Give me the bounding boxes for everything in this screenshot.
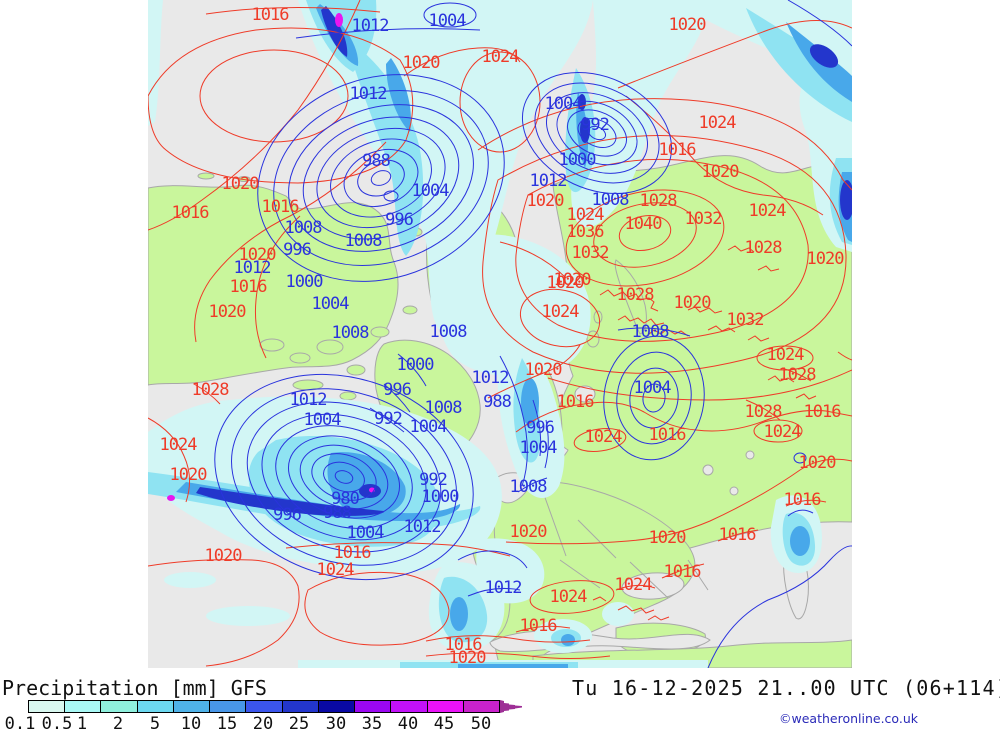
legend-color-segment	[29, 701, 66, 712]
legend-color-segment	[318, 701, 356, 712]
legend-tick-value: 20	[252, 714, 274, 733]
legend-tick-value: 2	[112, 714, 124, 733]
legend-tick-value: 45	[433, 714, 455, 733]
country-borders	[542, 491, 709, 599]
legend-tick-value: 35	[361, 714, 383, 733]
legend-color-segment	[101, 701, 138, 712]
legend-tick-value: 40	[397, 714, 419, 733]
legend-tick-value: 0.5	[41, 714, 73, 733]
legend-color-segment	[137, 701, 174, 712]
isobars-high-layer	[148, 0, 852, 667]
legend-tick-value: 5	[149, 714, 161, 733]
legend-tick-value: 1	[76, 714, 88, 733]
legend-color-segment	[210, 701, 247, 712]
legend-tick-value: 50	[470, 714, 492, 733]
legend-tick-value: 25	[288, 714, 310, 733]
legend-tick-value: 0.1	[4, 714, 36, 733]
legend-color-segment	[355, 701, 392, 712]
map-graphic	[148, 0, 852, 668]
legend-color-segment	[65, 701, 102, 712]
legend-color-segment	[282, 701, 319, 712]
legend-bar	[28, 700, 500, 713]
legend-color-segment	[173, 701, 211, 712]
legend-tick-value: 15	[216, 714, 238, 733]
legend-ticks: 0.1 0.5 1 2 5 10 15 20 25 30 35 40 45 50	[0, 714, 520, 733]
legend-color-segment	[246, 701, 283, 712]
legend-color-segment	[391, 701, 428, 712]
product-title: Precipitation [mm] GFS	[2, 676, 267, 700]
weather-map: 1016 1012 1004 1020 1024 1012 988 1004 1020 1016 1…	[148, 0, 852, 668]
legend-tick-value: 30	[325, 714, 347, 733]
legend-color-segment	[427, 701, 464, 712]
legend-arrow-icon	[500, 700, 522, 713]
copyright-text: ©weatheronline.co.uk	[779, 711, 918, 726]
legend-tick-value: 10	[180, 714, 202, 733]
legend-color-segment	[463, 701, 500, 712]
isobars-low-layer	[214, 0, 852, 668]
valid-datetime: Tu 16-12-2025 21..00 UTC (06+114)	[572, 676, 1000, 700]
